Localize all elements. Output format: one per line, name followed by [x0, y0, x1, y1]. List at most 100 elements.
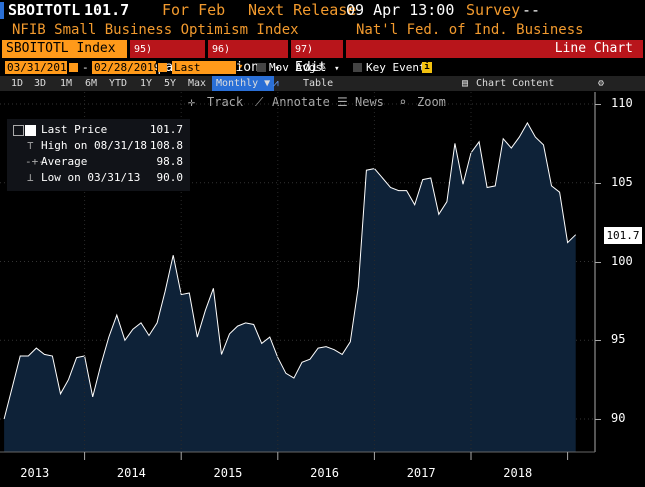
range-bar: 03/31/2013 - 02/28/2019 Last Price ▾ Mov…	[0, 60, 645, 87]
average-marker-icon: -+-	[25, 155, 45, 168]
period-1m[interactable]: 1M	[60, 78, 73, 89]
track-tool[interactable]: Track	[207, 95, 244, 109]
edit-button[interactable]: 97) Edit ▾	[291, 40, 343, 75]
actions-button[interactable]: 96) Actions ▾	[208, 40, 288, 75]
edit-dropdown-icon: ▾	[334, 64, 340, 74]
index-name: NFIB Small Business Optimism Index	[12, 22, 299, 38]
ticker-symbol[interactable]: SBOITOTL	[8, 1, 81, 19]
y-tick	[595, 182, 601, 184]
annotate-icon[interactable]: ⟋	[255, 95, 264, 109]
news-tool[interactable]: News	[355, 95, 384, 109]
gear-icon[interactable]: ⚙	[598, 78, 605, 89]
field-dropdown-icon[interactable]: ▾	[238, 62, 244, 72]
last-value-callout: 101.7	[604, 227, 642, 244]
legend-label: High on 08/31/18	[41, 139, 147, 152]
y-tick	[595, 340, 601, 342]
legend-last-price: Last Price 101.7	[7, 123, 187, 137]
y-tick-label: 90	[611, 411, 626, 425]
for-period: For Feb	[162, 1, 226, 19]
frequency-selector[interactable]: Monthly ▼	[212, 76, 275, 91]
header-accent-marker	[0, 2, 4, 19]
legend-swatch	[25, 125, 36, 136]
zoom-tool[interactable]: Zoom	[417, 95, 446, 109]
legend-low: ⊥ Low on 03/31/13 90.0	[7, 171, 187, 185]
annotate-tool[interactable]: Annotate	[272, 95, 330, 109]
legend-label: Average	[41, 155, 88, 168]
price-chart[interactable]	[0, 92, 600, 487]
x-tick-label: 2015	[213, 466, 243, 480]
start-calendar-icon[interactable]	[69, 63, 78, 72]
legend-average: -+- Average 98.8	[7, 155, 187, 169]
mov-avgs-checkbox[interactable]	[257, 63, 266, 72]
y-axis: 110 105 100 95 90	[595, 92, 645, 452]
period-1y[interactable]: 1Y	[140, 78, 153, 89]
next-release-label: Next Release	[248, 1, 357, 19]
frequency-label: Monthly	[216, 78, 259, 89]
period-3d[interactable]: 3D	[34, 78, 47, 89]
compare-number: 95)	[134, 44, 153, 55]
legend-value: 90.0	[156, 171, 184, 184]
period-5y[interactable]: 5Y	[164, 78, 177, 89]
chart-tools: ✛ Track ⟋ Annotate ☰ News ⌕ Zoom	[0, 92, 600, 112]
legend-high: ⊤ High on 08/31/18 108.8	[7, 139, 187, 153]
y-tick	[595, 261, 601, 263]
low-marker-icon: ⊥	[27, 171, 34, 184]
survey-label: Survey	[466, 1, 521, 19]
news-icon[interactable]: ☰	[337, 95, 348, 109]
y-tick-label: 105	[611, 174, 633, 189]
table-button[interactable]: Table	[303, 78, 334, 89]
legend: Last Price 101.7 ⊤ High on 08/31/18 108.…	[7, 119, 190, 191]
x-tick-label: 2013	[20, 466, 50, 480]
chart-content-icon[interactable]: ▤	[462, 78, 469, 89]
track-icon[interactable]: ✛	[188, 95, 196, 109]
next-release-value: 09 Apr 13:00	[346, 1, 455, 19]
y-tick-label: 100	[611, 253, 633, 268]
index-source: Nat'l Fed. of Ind. Business	[356, 22, 584, 38]
high-marker-icon: ⊤	[27, 139, 34, 152]
key-events-label[interactable]: Key Events	[366, 61, 433, 74]
edit-number: 97)	[295, 44, 314, 55]
period-ytd[interactable]: YTD	[109, 78, 128, 89]
mov-avgs-label[interactable]: Mov Avgs	[269, 61, 322, 74]
info-icon[interactable]: i	[422, 62, 432, 73]
key-events-checkbox[interactable]	[353, 63, 362, 72]
period-max[interactable]: Max	[188, 78, 207, 89]
legend-value: 98.8	[156, 155, 184, 168]
field-selector[interactable]: Last Price	[172, 61, 236, 87]
line-chart-icon[interactable]: ⩘	[273, 78, 279, 89]
last-price: 101.7	[84, 1, 130, 19]
x-axis: 2013 2014 2015 2016 2017 2018	[0, 452, 595, 487]
compare-button[interactable]: 95) Compare	[130, 40, 205, 75]
legend-checkbox[interactable]	[13, 125, 24, 136]
period-6m[interactable]: 6M	[85, 78, 98, 89]
header-bar: SBOITOTL 101.7 For Feb Next Release 09 A…	[0, 0, 645, 21]
chart-type-field[interactable]: Line Chart	[346, 40, 643, 58]
x-tick-label: 2016	[310, 466, 339, 480]
y-tick	[595, 419, 601, 420]
end-calendar-icon[interactable]	[158, 63, 167, 72]
legend-label: Last Price	[41, 123, 108, 136]
y-tick	[595, 104, 601, 105]
toolbar: SBOITOTL Index 95) Compare 96) Actions ▾…	[0, 40, 645, 75]
x-tick-label: 2018	[503, 466, 533, 480]
price-area	[4, 122, 576, 453]
legend-label: Low on 03/31/13	[41, 171, 141, 184]
actions-dropdown-icon: ▾	[274, 64, 281, 74]
x-tick-label: 2014	[116, 466, 146, 480]
zoom-icon[interactable]: ⌕	[399, 95, 407, 109]
edit-label: Edit	[295, 60, 327, 75]
actions-number: 96)	[212, 44, 231, 55]
range-separator: -	[82, 61, 89, 74]
legend-value: 101.7	[149, 123, 183, 136]
start-date-field[interactable]: 03/31/2013	[5, 61, 74, 74]
end-date-field[interactable]: 02/28/2019	[92, 61, 161, 74]
period-1d[interactable]: 1D	[11, 78, 24, 89]
x-tick-label: 2017	[406, 466, 436, 480]
security-field[interactable]: SBOITOTL Index	[2, 40, 127, 58]
y-tick-label: 95	[611, 332, 626, 347]
period-bar: 1D 3D 1M 6M YTD 1Y 5Y Max Monthly ▼ ⩘ Ta…	[0, 76, 645, 91]
chart-content-button[interactable]: Chart Content	[476, 78, 555, 89]
price-line	[3, 121, 577, 420]
pencil-icon[interactable]: ✎	[320, 62, 327, 73]
y-tick-label: 110	[611, 96, 633, 110]
